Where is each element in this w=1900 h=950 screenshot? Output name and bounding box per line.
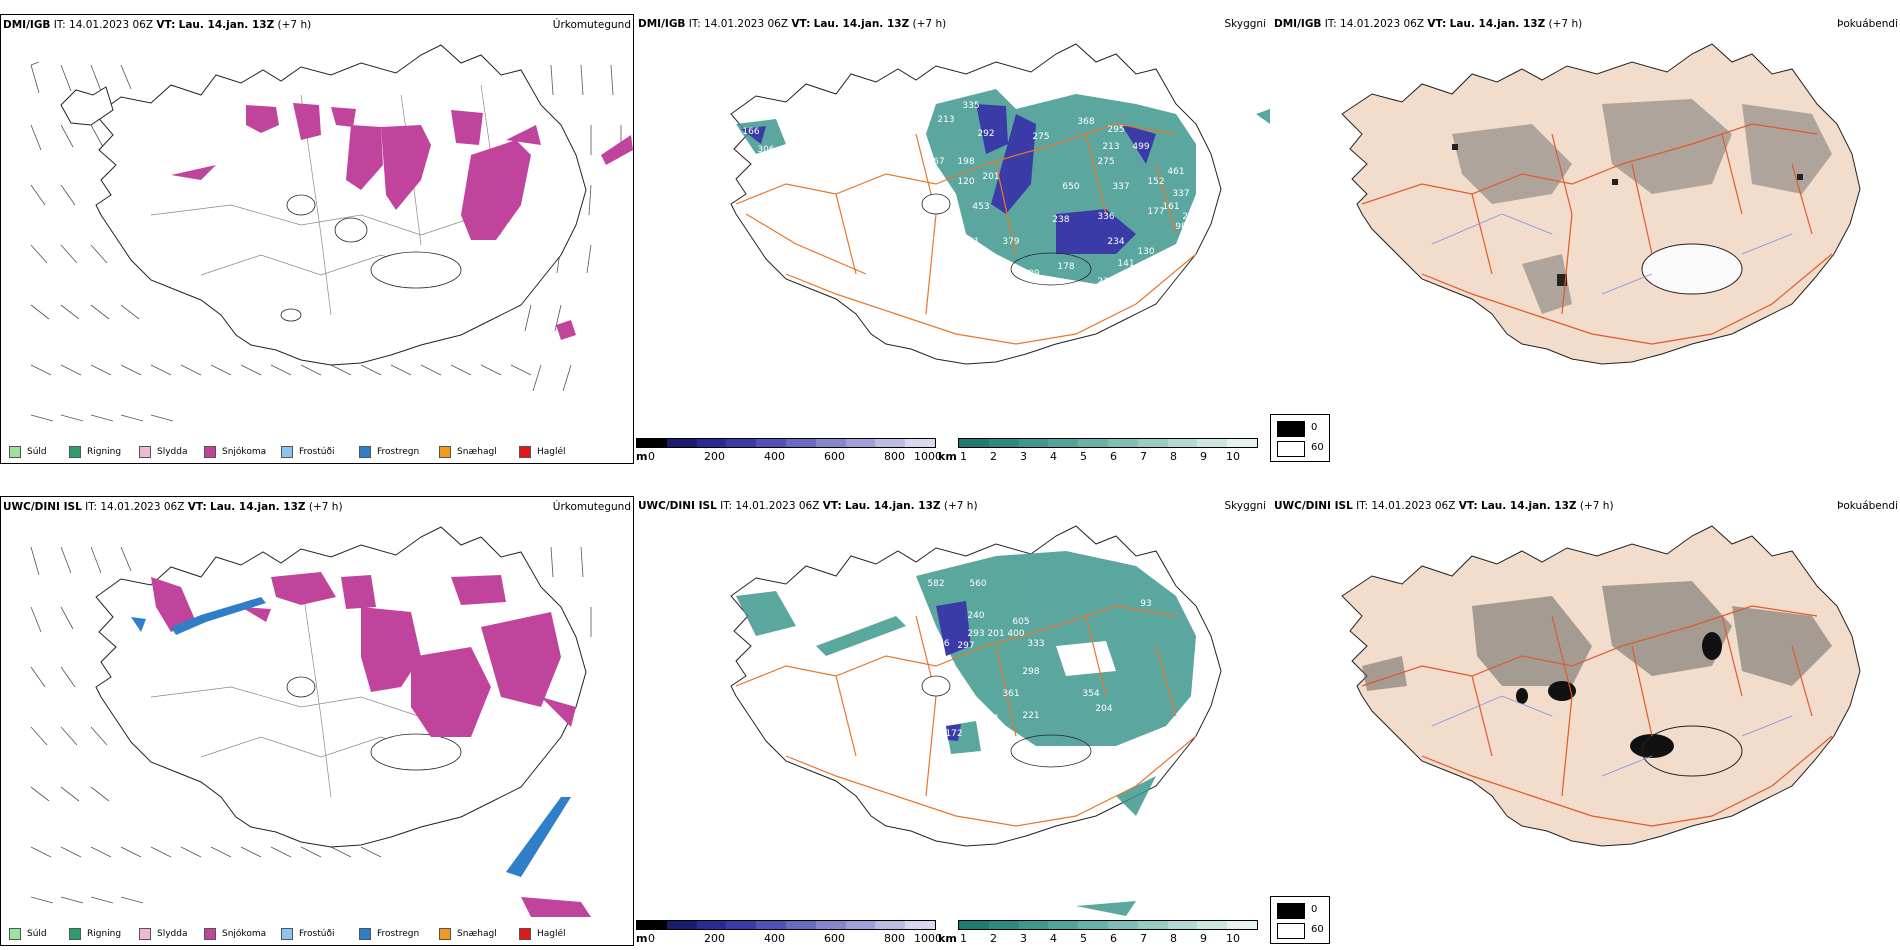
svg-text:213: 213 bbox=[1102, 142, 1119, 152]
svg-text:335: 335 bbox=[962, 101, 979, 111]
svg-text:371: 371 bbox=[982, 714, 999, 724]
svg-text:400: 400 bbox=[1007, 629, 1024, 639]
svg-text:582: 582 bbox=[927, 579, 944, 589]
fog-map-top bbox=[1341, 43, 1861, 365]
svg-text:152: 152 bbox=[1147, 177, 1164, 187]
svg-text:213: 213 bbox=[937, 115, 954, 125]
svg-text:240: 240 bbox=[967, 611, 984, 621]
svg-text:120: 120 bbox=[957, 177, 974, 187]
svg-text:275: 275 bbox=[1032, 132, 1049, 142]
svg-text:201: 201 bbox=[987, 629, 1004, 639]
svg-text:292: 292 bbox=[977, 129, 994, 139]
svg-text:14: 14 bbox=[948, 714, 960, 724]
fog-panel-bottom: UWC/DINI ISL IT: 14.01.2023 06Z VT: Lau.… bbox=[1272, 496, 1900, 896]
svg-text:177: 177 bbox=[1147, 207, 1164, 217]
height-ticks-top: m 0 200 400 600 800 1000 bbox=[636, 450, 942, 463]
fog-header-bottom: UWC/DINI ISL IT: 14.01.2023 06Z VT: Lau.… bbox=[1274, 500, 1898, 512]
svg-text:306: 306 bbox=[757, 145, 774, 155]
cloud-header-bottom: UWC/DINI ISL IT: 14.01.2023 06Z VT: Lau.… bbox=[638, 500, 1266, 512]
precip-panel-bottom: UWC/DINI ISL IT: 14.01.2023 06Z VT: Lau.… bbox=[0, 496, 634, 946]
svg-text:178: 178 bbox=[1057, 262, 1074, 272]
svg-text:167: 167 bbox=[927, 157, 944, 167]
svg-text:337: 337 bbox=[1172, 189, 1189, 199]
fog-map-bottom bbox=[1341, 525, 1861, 847]
svg-text:161: 161 bbox=[1162, 202, 1179, 212]
vis-colorbar-top bbox=[958, 438, 1258, 448]
svg-text:22: 22 bbox=[890, 139, 901, 149]
precip-legend-top: Súld Rigning Slydda Snjókoma Frostúði Fr… bbox=[9, 445, 629, 459]
svg-text:337: 337 bbox=[1112, 182, 1129, 192]
svg-text:298: 298 bbox=[1022, 667, 1039, 677]
svg-text:27: 27 bbox=[780, 175, 791, 185]
height-colorbar-top bbox=[636, 438, 936, 448]
fog-panel-top: DMI/IGB IT: 14.01.2023 06Z VT: Lau. 14.j… bbox=[1272, 14, 1900, 414]
cloud-panel-bottom: UWC/DINI ISL IT: 14.01.2023 06Z VT: Lau.… bbox=[636, 496, 1270, 946]
svg-text:650: 650 bbox=[1062, 182, 1079, 192]
svg-text:354: 354 bbox=[1082, 689, 1099, 699]
height-ticks-bottom: m 0 200 400 600 800 1000 bbox=[636, 932, 942, 945]
svg-text:221: 221 bbox=[1022, 711, 1039, 721]
svg-text:453: 453 bbox=[972, 202, 989, 212]
fog-legend-top: 0 60 bbox=[1270, 414, 1330, 462]
precip-map-bottom bbox=[30, 526, 592, 917]
svg-text:233: 233 bbox=[1057, 302, 1074, 312]
svg-text:289: 289 bbox=[1022, 269, 1039, 279]
svg-text:361: 361 bbox=[1002, 689, 1019, 699]
cloud-labels-top: 166 306 27 22 213 335 167 198 292 120 20… bbox=[742, 101, 1199, 312]
cloud-map-bottom: 944 582 560 240 176 297 293 201 400 605 … bbox=[730, 525, 1222, 916]
snow-areas bbox=[171, 103, 633, 340]
vis-colorbar-bottom bbox=[958, 920, 1258, 930]
svg-text:275: 275 bbox=[1097, 157, 1114, 167]
svg-text:333: 333 bbox=[1027, 639, 1044, 649]
precip-header-top: DMI/IGB IT: 14.01.2023 06Z VT: Lau. 14.j… bbox=[3, 19, 631, 31]
precip-title-bottom: Úrkomutegund bbox=[552, 501, 631, 513]
svg-text:297: 297 bbox=[957, 641, 974, 651]
cloud-header-top: DMI/IGB IT: 14.01.2023 06Z VT: Lau. 14.j… bbox=[638, 18, 1266, 30]
svg-text:461: 461 bbox=[1167, 167, 1184, 177]
svg-text:379: 379 bbox=[1002, 237, 1019, 247]
svg-text:130: 130 bbox=[1137, 247, 1154, 257]
svg-text:220: 220 bbox=[1097, 277, 1114, 287]
svg-text:141: 141 bbox=[1117, 259, 1134, 269]
svg-text:560: 560 bbox=[969, 579, 986, 589]
cloud-labels-bottom: 944 582 560 240 176 297 293 201 400 605 … bbox=[897, 579, 1151, 739]
svg-text:172: 172 bbox=[945, 729, 962, 739]
cloud-panel-top: DMI/IGB IT: 14.01.2023 06Z VT: Lau. 14.j… bbox=[636, 14, 1270, 464]
svg-text:176: 176 bbox=[932, 639, 949, 649]
svg-text:201: 201 bbox=[982, 172, 999, 182]
svg-text:166: 166 bbox=[742, 127, 759, 137]
svg-text:204: 204 bbox=[1095, 704, 1112, 714]
svg-text:98: 98 bbox=[1175, 222, 1187, 232]
svg-text:198: 198 bbox=[957, 157, 974, 167]
cloud-map-top: 166 306 27 22 213 335 167 198 292 120 20… bbox=[730, 43, 1270, 365]
svg-text:293: 293 bbox=[967, 629, 984, 639]
precip-panel-top: DMI/IGB IT: 14.01.2023 06Z VT: Lau. 14.j… bbox=[0, 14, 634, 464]
svg-text:295: 295 bbox=[1107, 125, 1124, 135]
svg-text:238: 238 bbox=[1052, 215, 1069, 225]
svg-text:944: 944 bbox=[897, 579, 914, 589]
svg-text:368: 368 bbox=[1077, 117, 1094, 127]
fog-header-top: DMI/IGB IT: 14.01.2023 06Z VT: Lau. 14.j… bbox=[1274, 18, 1898, 30]
svg-text:336: 336 bbox=[1097, 212, 1114, 222]
precip-header-bottom: UWC/DINI ISL IT: 14.01.2023 06Z VT: Lau.… bbox=[3, 501, 631, 513]
svg-text:605: 605 bbox=[1012, 617, 1029, 627]
precip-map-top bbox=[30, 44, 633, 422]
svg-text:247: 247 bbox=[1182, 212, 1199, 222]
svg-text:173: 173 bbox=[932, 237, 949, 247]
svg-text:93: 93 bbox=[1140, 599, 1151, 609]
svg-text:234: 234 bbox=[1107, 237, 1124, 247]
fog-legend-bottom: 0 60 bbox=[1270, 896, 1330, 944]
svg-text:499: 499 bbox=[1132, 142, 1149, 152]
height-colorbar-bottom bbox=[636, 920, 936, 930]
precip-legend-bottom: Súld Rigning Slydda Snjókoma Frostúði Fr… bbox=[9, 927, 629, 941]
precip-title-top: Úrkomutegund bbox=[552, 19, 631, 31]
vis-ticks-bottom: km 1 2 3 4 5 6 7 8 9 10 bbox=[938, 932, 1240, 945]
vis-ticks-top: km 1 2 3 4 5 6 7 8 9 10 bbox=[938, 450, 1240, 463]
svg-text:481: 481 bbox=[962, 237, 979, 247]
